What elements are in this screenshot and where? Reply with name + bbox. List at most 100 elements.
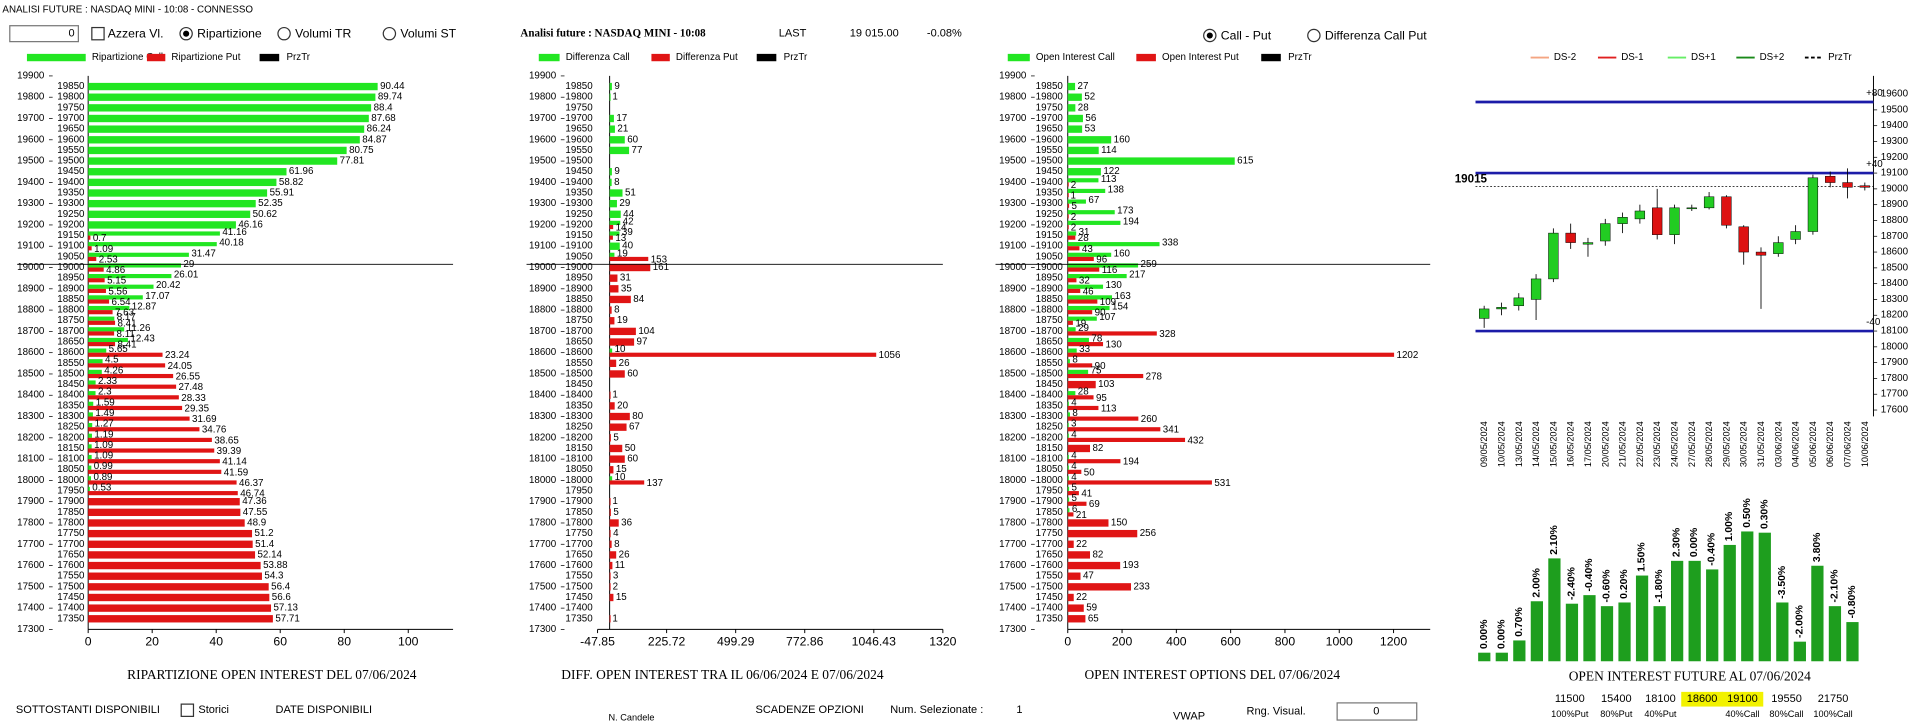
bar <box>1067 583 1132 591</box>
bar <box>1776 602 1789 662</box>
bar <box>1067 391 1076 396</box>
bar <box>609 412 630 421</box>
input-box[interactable] <box>1336 702 1418 721</box>
strike-label: 19100 <box>565 241 593 252</box>
strike-label: 17500 <box>1036 581 1064 592</box>
bar-value-label: 233 <box>1133 581 1150 592</box>
x-tick-label: 23/05/2024 <box>1652 421 1662 467</box>
x-tick-label: 1046.43 <box>852 635 896 649</box>
bar <box>1067 437 1186 442</box>
bar <box>1067 465 1069 470</box>
bar <box>88 157 338 165</box>
bar-value-label: 60 <box>627 454 638 465</box>
y-tick-label: 18300 <box>1881 294 1909 305</box>
strike-label: 17550 <box>565 571 593 582</box>
strike-label: 18450 <box>57 379 85 390</box>
y-tick-label: 18500 <box>529 368 557 379</box>
bar-value-label: 150 <box>1111 517 1128 528</box>
x-tick-label: 20/05/2024 <box>1600 421 1610 467</box>
strike-label: 18900 <box>1036 283 1064 294</box>
bar <box>88 331 115 336</box>
strike-label: 17500 <box>565 581 593 592</box>
bar-value-label: 341 <box>1163 425 1179 436</box>
bar-value-label: 5.56 <box>108 286 128 297</box>
y-tick-label: 17600 <box>1881 405 1909 416</box>
bar <box>88 320 116 325</box>
bar-value-label: 3 <box>613 571 619 582</box>
checkbox[interactable] <box>91 26 105 41</box>
y-tick-label: 17300 <box>999 624 1027 635</box>
radio[interactable] <box>1307 28 1321 43</box>
input-box[interactable] <box>9 25 79 43</box>
bar-value-label: 1.27 <box>95 419 114 430</box>
change-label: -2.10% <box>1829 570 1840 603</box>
bar <box>88 146 347 155</box>
bar <box>609 210 621 218</box>
bar <box>88 380 96 385</box>
bar-value-label: 11 <box>615 560 625 571</box>
bar <box>88 395 179 400</box>
bar <box>1067 157 1235 165</box>
y-tick-label: 18600 <box>17 347 45 358</box>
bar-value-label: 3 <box>1071 419 1077 430</box>
bar <box>1067 551 1091 559</box>
bar <box>609 256 649 262</box>
y-tick-label: 17900 <box>1881 357 1909 368</box>
strike-label: 19300 <box>565 198 593 209</box>
bar-value-label: 15 <box>616 464 627 475</box>
bar <box>609 348 613 353</box>
y-tick-label: 18700 <box>999 326 1027 337</box>
x-tick-label: 22/05/2024 <box>1635 421 1645 467</box>
strike-label: 17650 <box>1036 549 1064 560</box>
bar <box>1583 595 1596 662</box>
bar-value-label: 256 <box>1140 528 1157 539</box>
legend-label: Open Interest Call <box>1036 52 1115 63</box>
bar <box>88 136 360 144</box>
bar <box>88 299 110 304</box>
bar-value-label: 17.07 <box>145 291 169 302</box>
bar-value-label: 47.55 <box>243 507 268 518</box>
x-tick-label: 20 <box>145 635 159 649</box>
y-tick-label: 18400 <box>999 390 1027 401</box>
bar <box>609 593 614 602</box>
candle-body <box>1582 242 1594 245</box>
bar <box>1067 561 1121 570</box>
y-tick-label: 19200 <box>17 219 45 230</box>
radio[interactable] <box>382 26 397 41</box>
bar <box>88 454 92 460</box>
bar <box>609 285 619 293</box>
bar-value-label: 26 <box>619 549 630 560</box>
bar <box>609 235 613 240</box>
candle-body <box>1617 217 1628 224</box>
bar-value-label: 80.75 <box>349 145 374 156</box>
bar <box>1067 380 1096 389</box>
bar-value-label: 82 <box>1092 549 1103 560</box>
strike-label: 18300 <box>57 411 85 422</box>
bar-value-label: 96 <box>1096 254 1107 265</box>
strike-label: 18750 <box>1036 315 1064 326</box>
bar-value-label: 26.01 <box>174 270 198 281</box>
y-tick-label: 19800 <box>999 92 1027 103</box>
strike-label: 17350 <box>1036 613 1064 624</box>
strike-label: 18050 <box>1036 464 1064 475</box>
strike-label: 17950 <box>565 486 593 497</box>
radio[interactable] <box>277 26 291 41</box>
strike-label: 17750 <box>1036 528 1064 539</box>
y-tick-label: 18100 <box>1881 326 1909 337</box>
y-tick-label: 19400 <box>999 177 1027 188</box>
bar <box>1067 82 1076 91</box>
bar-value-label: 116 <box>1102 265 1118 276</box>
candle-body <box>1807 177 1819 232</box>
checkbox[interactable] <box>180 703 195 717</box>
bar-value-label: 19 <box>617 248 628 259</box>
bar <box>1067 299 1098 304</box>
bar <box>1067 305 1110 311</box>
strike-label: 18700 <box>57 326 85 337</box>
y-tick-label: 19500 <box>529 156 557 167</box>
strike-label: 19800 <box>57 92 85 103</box>
bar <box>88 263 181 268</box>
bar-value-label: 87.68 <box>371 113 396 124</box>
candle-body <box>1703 196 1715 209</box>
bar <box>88 615 273 623</box>
y-tick-label: 18900 <box>529 283 557 294</box>
